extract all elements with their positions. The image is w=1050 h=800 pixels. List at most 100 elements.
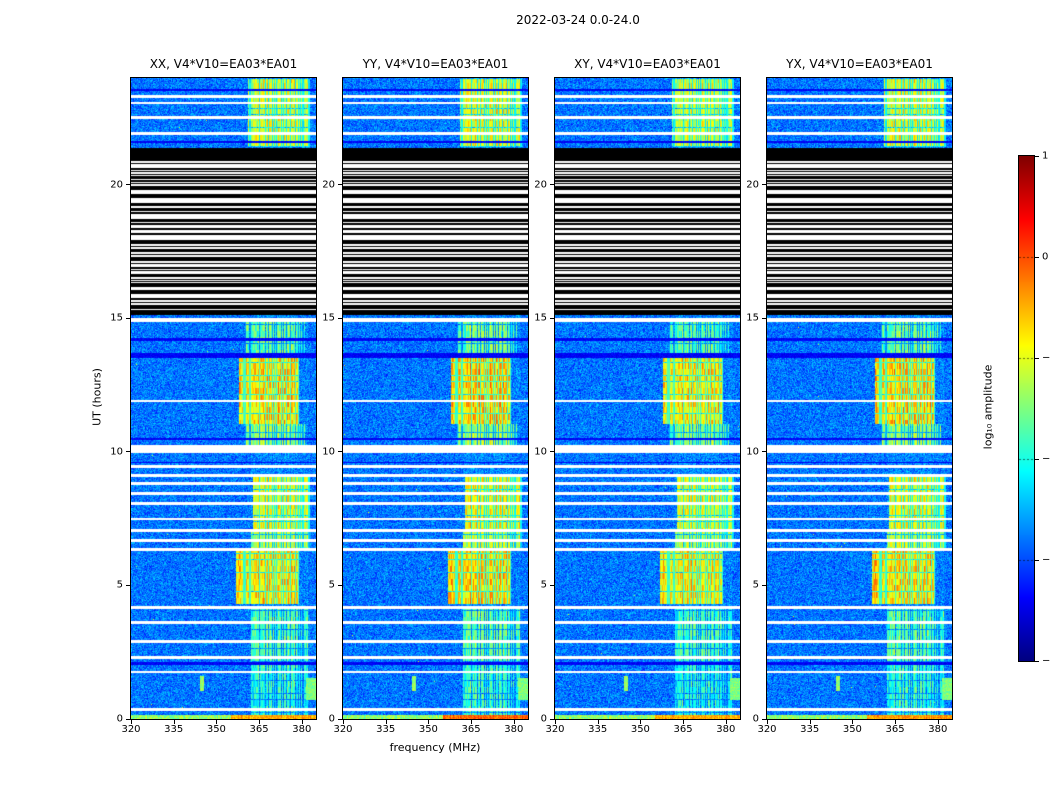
- x-tick-label: 380: [928, 724, 948, 735]
- y-tick-label: 5: [540, 579, 547, 591]
- spectrogram-panel-yy: YY, V4*V10=EA03*EA01 320 335 350 365 380 0 5 10 1…: [322, 57, 529, 735]
- panel-title-xx: XX, V4*V10=EA03*EA01: [149, 57, 298, 71]
- colorbar-tick-label: −1: [1042, 352, 1050, 364]
- y-axis-label: UT (hours): [90, 368, 104, 426]
- y-tick-mark: [338, 184, 342, 186]
- colorbar-tick-mark: [1035, 660, 1039, 662]
- colorbar-tick-label: 0: [1042, 251, 1049, 263]
- x-tick-mark: [555, 720, 556, 724]
- y-tick-label: 10: [110, 446, 123, 458]
- y-tick-label: 10: [746, 446, 759, 458]
- x-tick-mark: [343, 720, 344, 724]
- x-tick-mark: [809, 720, 811, 724]
- x-tick-mark: [683, 720, 685, 724]
- x-tick-label: 365: [673, 724, 693, 735]
- x-tick-label: 350: [842, 724, 862, 735]
- x-tick-label: 320: [121, 724, 141, 735]
- x-tick-mark: [895, 720, 897, 724]
- x-tick-label: 365: [885, 724, 905, 735]
- y-tick-label: 5: [752, 579, 759, 591]
- colorbar-tick-mark: [1035, 357, 1039, 359]
- y-tick-label: 20: [110, 179, 123, 191]
- y-tick-label: 5: [116, 579, 123, 591]
- y-tick-label: 20: [746, 179, 759, 191]
- x-tick-label: 350: [418, 724, 438, 735]
- colorbar-gradient: [1018, 155, 1035, 662]
- x-tick-label: 320: [545, 724, 565, 735]
- y-tick-label: 10: [322, 446, 335, 458]
- x-tick-label: 320: [333, 724, 353, 735]
- y-tick-label: 20: [534, 179, 547, 191]
- x-tick-mark: [385, 720, 387, 724]
- x-tick-label: 335: [800, 724, 820, 735]
- colorbar-tick-mark: [1035, 458, 1039, 460]
- y-tick-label: 0: [116, 713, 123, 725]
- colorbar-tick-mark: [1035, 559, 1039, 561]
- spectrogram-image-yx: [766, 77, 953, 720]
- spectrogram-image-yy: [342, 77, 529, 720]
- colorbar-tick-label: −2: [1042, 453, 1050, 465]
- x-tick-mark: [597, 720, 599, 724]
- x-tick-mark: [852, 720, 854, 724]
- y-tick-mark: [338, 718, 342, 720]
- x-tick-label: 365: [461, 724, 481, 735]
- colorbar-tick-mark: [1035, 256, 1039, 258]
- y-tick-mark: [550, 718, 554, 720]
- y-tick-label: 0: [328, 713, 335, 725]
- y-tick-label: 15: [746, 312, 759, 324]
- y-tick-label: 5: [328, 579, 335, 591]
- y-tick-mark: [550, 584, 554, 586]
- colorbar-tick-label: 1: [1042, 150, 1049, 162]
- spectrogram-panel-xx: XX, V4*V10=EA03*EA01 320 335 350 365 380 0 5 10 1…: [110, 57, 317, 735]
- x-tick-label: 320: [757, 724, 777, 735]
- spectrogram-image-xx: [130, 77, 317, 720]
- y-tick-mark: [338, 451, 342, 453]
- x-tick-label: 335: [164, 724, 184, 735]
- colorbar-tick-label: −3: [1042, 554, 1050, 566]
- x-tick-label: 380: [504, 724, 524, 735]
- x-tick-mark: [937, 720, 939, 724]
- y-tick-label: 0: [540, 713, 547, 725]
- x-tick-mark: [216, 720, 218, 724]
- x-tick-mark: [725, 720, 727, 724]
- y-tick-label: 15: [534, 312, 547, 324]
- y-tick-mark: [126, 184, 130, 186]
- x-axis-label: frequency (MHz): [389, 741, 481, 754]
- y-tick-mark: [126, 584, 130, 586]
- spectrogram-panel-xy: XY, V4*V10=EA03*EA01 320 335 350 365 380 0 5 10 1…: [534, 57, 741, 735]
- y-tick-mark: [550, 317, 554, 319]
- x-tick-label: 380: [716, 724, 736, 735]
- x-tick-mark: [131, 720, 132, 724]
- y-tick-mark: [126, 317, 130, 319]
- colorbar: 1 0 −1 −2 −3 −4: [1018, 151, 1050, 667]
- y-tick-mark: [338, 584, 342, 586]
- x-tick-label: 365: [249, 724, 269, 735]
- y-tick-mark: [550, 451, 554, 453]
- y-tick-mark: [762, 718, 766, 720]
- y-tick-label: 0: [752, 713, 759, 725]
- y-tick-mark: [762, 451, 766, 453]
- figure-title: 2022-03-24 0.0-24.0: [516, 13, 640, 27]
- x-tick-mark: [767, 720, 768, 724]
- panel-title-yx: YX, V4*V10=EA03*EA01: [786, 57, 933, 71]
- x-tick-mark: [301, 720, 303, 724]
- x-tick-label: 350: [206, 724, 226, 735]
- y-tick-mark: [338, 317, 342, 319]
- x-tick-mark: [173, 720, 175, 724]
- x-tick-mark: [471, 720, 473, 724]
- y-tick-mark: [762, 584, 766, 586]
- y-tick-mark: [762, 317, 766, 319]
- x-tick-mark: [259, 720, 261, 724]
- x-tick-label: 380: [292, 724, 312, 735]
- spectrogram-image-xy: [554, 77, 741, 720]
- colorbar-tick-mark: [1035, 155, 1039, 157]
- colorbar-tick-label: −4: [1042, 655, 1050, 667]
- y-tick-mark: [126, 718, 130, 720]
- x-tick-mark: [513, 720, 515, 724]
- y-tick-label: 10: [534, 446, 547, 458]
- x-tick-label: 335: [588, 724, 608, 735]
- y-tick-mark: [762, 184, 766, 186]
- y-tick-mark: [126, 451, 130, 453]
- x-tick-label: 335: [376, 724, 396, 735]
